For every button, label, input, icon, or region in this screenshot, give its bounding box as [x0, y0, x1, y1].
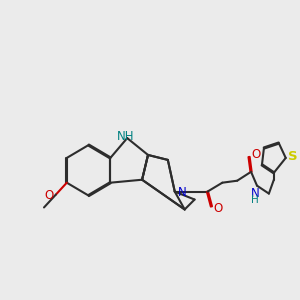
Text: O: O — [214, 202, 223, 215]
Text: NH: NH — [116, 130, 134, 142]
Text: N: N — [250, 187, 260, 200]
Text: H: H — [251, 194, 259, 205]
Text: S: S — [288, 150, 298, 164]
Text: O: O — [251, 148, 261, 161]
Text: O: O — [44, 189, 54, 202]
Text: N: N — [178, 186, 187, 199]
